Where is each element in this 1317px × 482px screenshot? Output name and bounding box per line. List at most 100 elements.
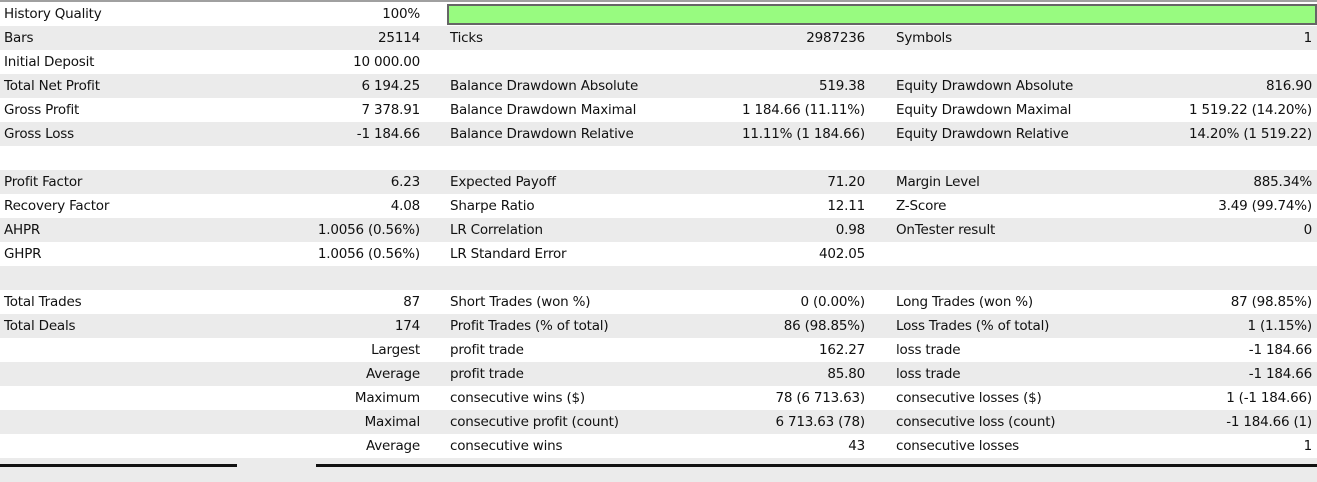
metric-value-2: 0 (0.00%)	[800, 294, 865, 310]
bottom-tab-border-right	[316, 464, 1317, 467]
metric-label-2: LR Correlation	[450, 222, 543, 238]
metric-value-1: 174	[394, 318, 420, 334]
metric-value-2: 2987236	[806, 30, 865, 46]
metric-value-1: -1 184.66	[356, 126, 420, 142]
metric-label-1: AHPR	[4, 222, 41, 238]
table-row: Largest profit trade 162.27 loss trade -1 18…	[0, 338, 1317, 362]
metric-value-3: -1 184.66	[1248, 342, 1312, 358]
metric-value-3: 1	[1303, 30, 1313, 46]
metric-label-3: consecutive losses ($)	[896, 390, 1042, 406]
metric-label-2: Ticks	[450, 30, 483, 46]
metric-value-1: Maximum	[354, 390, 420, 406]
metric-label-1: Total Net Profit	[4, 78, 100, 94]
table-row: Maximum consecutive wins ($) 78 (6 713.63)…	[0, 386, 1317, 410]
metric-value-2: 78 (6 713.63)	[775, 390, 865, 406]
table-row: GHPR 1.0056 (0.56%) LR Standard Error 402.0…	[0, 242, 1317, 266]
metric-label-3: Long Trades (won %)	[896, 294, 1033, 310]
metric-value-1: 6.23	[390, 174, 420, 190]
metric-value-3: 0	[1303, 222, 1313, 238]
metric-value-2: 71.20	[827, 174, 865, 190]
metric-label-2: consecutive wins ($)	[450, 390, 585, 406]
metric-label-1: Recovery Factor	[4, 198, 110, 214]
metric-value-2: 11.11% (1 184.66)	[741, 126, 865, 142]
table-row	[0, 146, 1317, 170]
metric-value-2: 1 184.66 (11.11%)	[741, 102, 865, 118]
metric-label-2: consecutive profit (count)	[450, 414, 619, 430]
metric-value-2: 85.80	[827, 366, 865, 382]
metric-value-1: Maximal	[364, 414, 421, 430]
metric-label-2: Sharpe Ratio	[450, 198, 535, 214]
metric-label-2: LR Standard Error	[450, 246, 567, 262]
metric-value-2: 0.98	[835, 222, 865, 238]
metric-value-3: 14.20% (1 519.22)	[1188, 126, 1312, 142]
metric-value-1: Average	[365, 366, 420, 382]
metric-value-2: 12.11	[827, 198, 865, 214]
metric-value-1: 7 378.91	[361, 102, 420, 118]
row-history-quality: History Quality 100%	[0, 2, 1317, 26]
table-row: Gross Loss -1 184.66 Balance Drawdown Rela…	[0, 122, 1317, 146]
metric-value-1: 25114	[378, 30, 420, 46]
table-row: Bars 25114 Ticks 2987236 Symbols 1	[0, 26, 1317, 50]
metric-label-2: profit trade	[450, 342, 524, 358]
metric-value-3: -1 184.66	[1248, 366, 1312, 382]
metric-value-1: Average	[365, 438, 420, 454]
metric-value-2: 43	[848, 438, 865, 454]
metric-value-1: 1.0056 (0.56%)	[317, 222, 420, 238]
table-row: Recovery Factor 4.08 Sharpe Ratio 12.11 Z-Sc…	[0, 194, 1317, 218]
metric-label-2: Balance Drawdown Absolute	[450, 78, 639, 94]
metric-value-1: 1.0056 (0.56%)	[317, 246, 420, 262]
metric-value-3: 1 (-1 184.66)	[1226, 390, 1312, 406]
metric-label-1: Initial Deposit	[4, 54, 95, 70]
metric-value-3: 3.49 (99.74%)	[1218, 198, 1312, 214]
metric-value-2: 519.38	[818, 78, 865, 94]
metric-label-1: Total Deals	[4, 318, 76, 334]
metric-label-3: OnTester result	[896, 222, 996, 238]
metric-value-1: 4.08	[390, 198, 420, 214]
metric-value-1: 10 000.00	[353, 54, 420, 70]
metric-value-2: 86 (98.85%)	[783, 318, 865, 334]
table-row: Total Trades 87 Short Trades (won %) 0 (0.0…	[0, 290, 1317, 314]
metric-value-3: 885.34%	[1253, 174, 1312, 190]
table-row: Initial Deposit 10 000.00	[0, 50, 1317, 74]
top-border	[0, 0, 1317, 2]
metric-label-2: Short Trades (won %)	[450, 294, 591, 310]
metric-label-3: consecutive losses	[896, 438, 1020, 454]
metric-label-1: Profit Factor	[4, 174, 83, 190]
metric-label-2: Expected Payoff	[450, 174, 556, 190]
table-row	[0, 458, 1317, 482]
table-row: Gross Profit 7 378.91 Balance Drawdown Max…	[0, 98, 1317, 122]
metric-label-3: Z-Score	[896, 198, 947, 214]
metric-label-1: Gross Loss	[4, 126, 74, 142]
metric-label-3: consecutive loss (count)	[896, 414, 1056, 430]
metric-label-1: Gross Profit	[4, 102, 80, 118]
metric-value-3: 816.90	[1265, 78, 1312, 94]
metric-label-3: Loss Trades (% of total)	[896, 318, 1050, 334]
metric-value-2: 6 713.63 (78)	[775, 414, 865, 430]
table-row: AHPR 1.0056 (0.56%) LR Correlation 0.98 OnTe…	[0, 218, 1317, 242]
metric-label-3: Symbols	[896, 30, 952, 46]
metric-value-2: 402.05	[818, 246, 865, 262]
metric-value-3: -1 184.66 (1)	[1226, 414, 1312, 430]
metric-value-3: 1	[1303, 438, 1313, 454]
table-row: Profit Factor 6.23 Expected Payoff 71.20 Mar…	[0, 170, 1317, 194]
metric-value-1: Largest	[371, 342, 420, 358]
metric-value-3: 1 519.22 (14.20%)	[1188, 102, 1312, 118]
metric-label-2: Balance Drawdown Maximal	[450, 102, 637, 118]
table-row	[0, 266, 1317, 290]
metric-label-2: profit trade	[450, 366, 524, 382]
metric-label-2: consecutive wins	[450, 438, 563, 454]
metric-value-1: 87	[403, 294, 420, 310]
table-row: Maximal consecutive profit (count) 6 713.6…	[0, 410, 1317, 434]
metric-value-2: 162.27	[818, 342, 865, 358]
metric-value-1: 6 194.25	[361, 78, 420, 94]
metric-label-3: Equity Drawdown Relative	[896, 126, 1069, 142]
metric-value-3: 1 (1.15%)	[1247, 318, 1312, 334]
table-row: Average profit trade 85.80 loss trade -1 184…	[0, 362, 1317, 386]
metric-value-3: 87 (98.85%)	[1230, 294, 1312, 310]
history-quality-value: 100%	[382, 6, 420, 22]
metric-label-3: loss trade	[896, 342, 961, 358]
history-quality-label: History Quality	[4, 6, 102, 22]
metric-label-3: Margin Level	[896, 174, 980, 190]
metric-label-2: Profit Trades (% of total)	[450, 318, 609, 334]
metric-label-1: Bars	[4, 30, 34, 46]
